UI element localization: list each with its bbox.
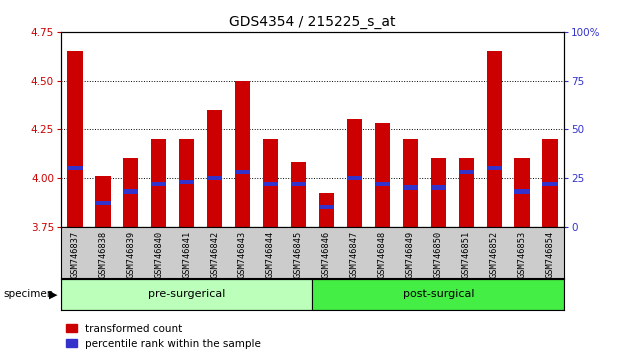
Bar [403,139,418,227]
Text: GSM746844: GSM746844 [266,231,275,278]
Bar [263,182,278,186]
Bar [319,205,334,209]
Bar [431,159,446,227]
Text: GSM746840: GSM746840 [154,231,163,278]
Text: GSM746843: GSM746843 [238,231,247,278]
Text: GSM746842: GSM746842 [210,231,219,278]
Bar [179,179,194,184]
Bar [123,189,138,194]
Text: GSM746850: GSM746850 [434,231,443,278]
Bar [235,80,250,227]
Text: GSM746838: GSM746838 [98,231,107,278]
Bar [207,110,222,227]
Text: post-surgical: post-surgical [403,289,474,299]
Bar [487,51,502,227]
Bar [375,123,390,227]
Bar [207,176,222,180]
Bar [263,139,278,227]
Bar [179,139,194,227]
Bar [291,182,306,186]
Bar [515,159,530,227]
Bar [151,139,167,227]
Text: GSM746847: GSM746847 [350,231,359,278]
Bar [347,176,362,180]
Text: GSM746841: GSM746841 [182,231,191,278]
Bar [319,193,334,227]
Text: GSM746837: GSM746837 [71,231,79,278]
Bar [487,166,502,170]
Bar [458,170,474,174]
Bar [347,119,362,227]
Bar [515,189,530,194]
Text: GSM746848: GSM746848 [378,231,387,278]
Bar [67,166,83,170]
Bar [123,159,138,227]
Text: GSM746852: GSM746852 [490,231,499,278]
Text: GSM746851: GSM746851 [462,231,470,278]
Text: ▶: ▶ [49,289,58,299]
Bar [458,159,474,227]
Text: GSM746853: GSM746853 [518,231,527,278]
Bar [291,162,306,227]
Bar [61,279,313,310]
Text: GSM746849: GSM746849 [406,231,415,278]
Bar [403,185,418,190]
Bar [95,176,110,227]
Legend: transformed count, percentile rank within the sample: transformed count, percentile rank withi… [66,324,261,349]
Bar [375,182,390,186]
Bar [67,51,83,227]
Text: GSM746846: GSM746846 [322,231,331,278]
Text: pre-surgerical: pre-surgerical [148,289,226,299]
Bar [542,182,558,186]
Text: specimen: specimen [3,289,54,299]
Bar [542,139,558,227]
Bar [431,185,446,190]
Bar [151,182,167,186]
Title: GDS4354 / 215225_s_at: GDS4354 / 215225_s_at [229,16,395,29]
Text: GSM746839: GSM746839 [126,231,135,278]
Text: GSM746845: GSM746845 [294,231,303,278]
Bar [235,170,250,174]
Bar [313,279,564,310]
Text: GSM746854: GSM746854 [545,231,554,278]
Bar [95,201,110,205]
